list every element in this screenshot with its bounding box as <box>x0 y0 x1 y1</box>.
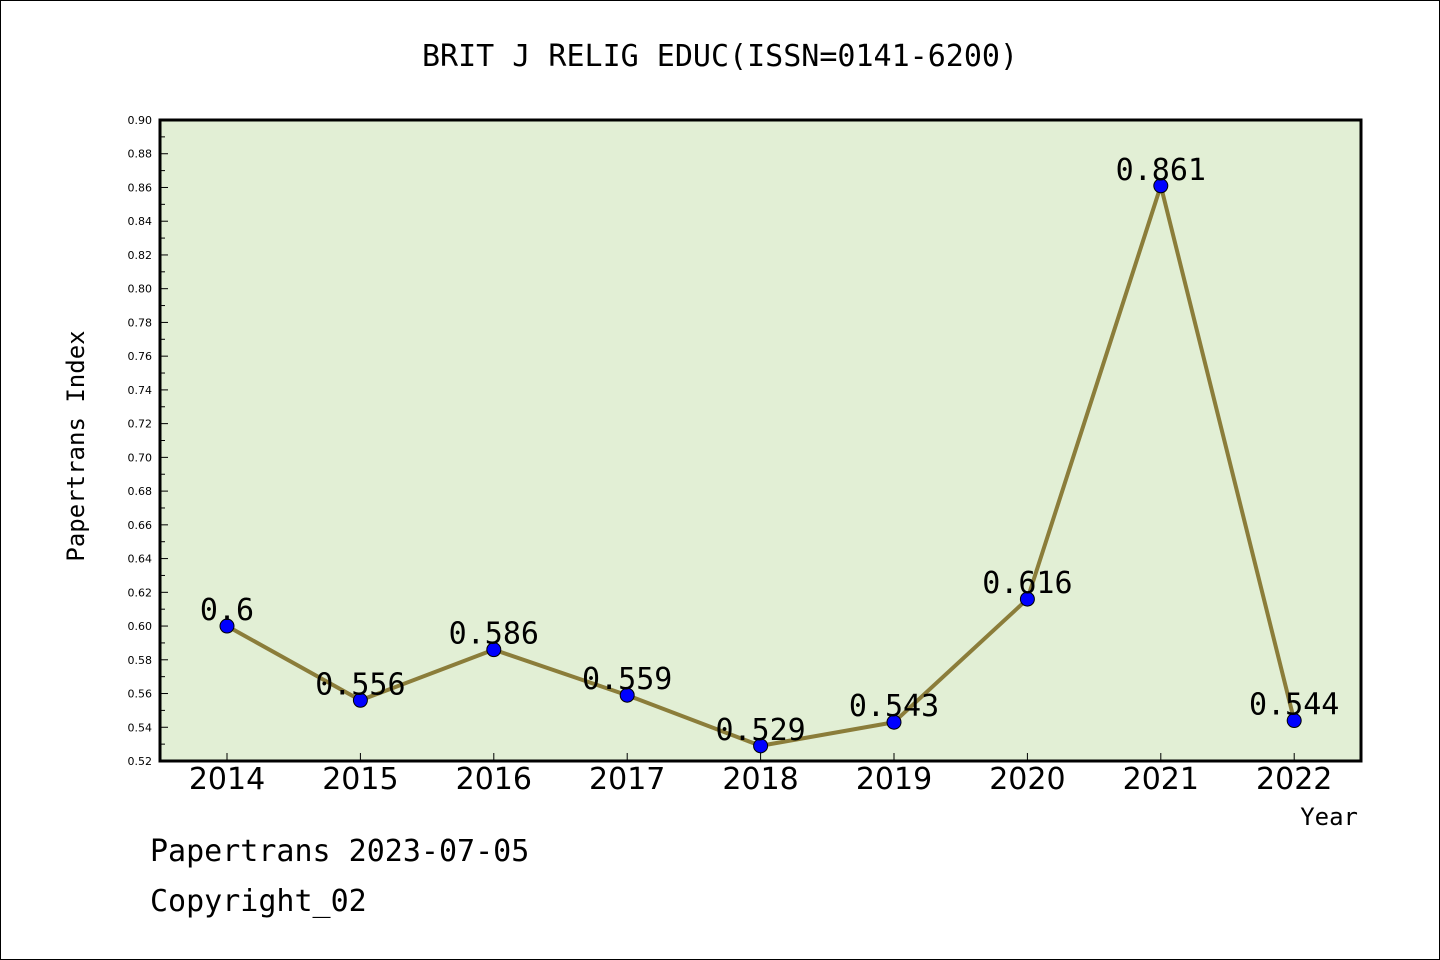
y-tick-label: 0.70 <box>128 451 153 464</box>
x-tick-label: 2020 <box>989 762 1065 797</box>
axis-ticks: 0.52 0.54 0.56 0.58 0.60 0.62 0.64 0.66 0.68 0.70… <box>128 114 1333 797</box>
y-tick-label: 0.68 <box>128 485 153 498</box>
y-tick-label: 0.64 <box>128 553 153 566</box>
y-tick-label: 0.62 <box>128 586 153 599</box>
x-tick-label: 2021 <box>1123 762 1199 797</box>
x-tick-label: 2014 <box>189 762 265 797</box>
x-tick-label: 2016 <box>456 762 532 797</box>
y-tick-label: 0.60 <box>128 620 153 633</box>
x-tick-label: 2017 <box>589 762 665 797</box>
data-label: 0.544 <box>1249 688 1339 723</box>
y-tick-label: 0.78 <box>128 316 153 329</box>
y-tick-label: 0.52 <box>128 755 153 768</box>
data-point-marker <box>486 642 502 658</box>
x-tick-label: 2019 <box>856 762 932 797</box>
y-tick-label: 0.54 <box>128 721 153 734</box>
data-point-marker <box>352 692 368 708</box>
y-tick-label: 0.90 <box>128 114 153 127</box>
x-tick-label: 2018 <box>722 762 798 797</box>
data-labels-group: 0.6 0.556 0.586 0.559 0.529 0.543 0.616 0.861 0.… <box>200 153 1339 748</box>
y-tick-label: 0.82 <box>128 249 153 262</box>
data-point-marker <box>886 714 902 730</box>
data-label: 0.616 <box>982 566 1072 601</box>
data-point-marker <box>753 738 769 754</box>
data-point-marker <box>619 687 635 703</box>
data-label: 0.529 <box>715 713 805 748</box>
chart-title: BRIT J RELIG EDUC(ISSN=0141-6200) <box>422 39 1018 74</box>
x-tick-label: 2022 <box>1256 762 1332 797</box>
data-label: 0.543 <box>849 689 939 724</box>
y-tick-label: 0.72 <box>128 418 153 431</box>
x-axis-label: Year <box>1300 803 1358 831</box>
data-label: 0.6 <box>200 593 254 628</box>
plot-area <box>158 118 1363 763</box>
data-point-marker <box>1153 178 1169 194</box>
data-label: 0.861 <box>1116 153 1206 188</box>
y-axis-label: Papertrans Index <box>62 330 90 561</box>
y-tick-label: 0.86 <box>128 181 153 194</box>
data-label: 0.586 <box>449 617 539 652</box>
y-tick-label: 0.80 <box>128 283 153 296</box>
y-tick-label: 0.74 <box>128 384 153 397</box>
data-point-marker <box>1019 591 1035 607</box>
y-tick-label: 0.58 <box>128 654 153 667</box>
y-tick-label: 0.56 <box>128 688 153 701</box>
x-tick-label: 2015 <box>322 762 398 797</box>
data-label: 0.559 <box>582 662 672 697</box>
data-label: 0.556 <box>315 667 405 702</box>
data-point-marker <box>1286 713 1302 729</box>
series-line-group <box>219 178 1302 754</box>
footer-copyright: Copyright_02 <box>150 884 367 919</box>
footer-date: Papertrans 2023-07-05 <box>150 834 530 869</box>
data-point-marker <box>219 618 235 634</box>
y-tick-label: 0.88 <box>128 148 153 161</box>
y-tick-label: 0.76 <box>128 350 153 363</box>
y-tick-label: 0.84 <box>128 215 153 228</box>
y-tick-label: 0.66 <box>128 519 153 532</box>
